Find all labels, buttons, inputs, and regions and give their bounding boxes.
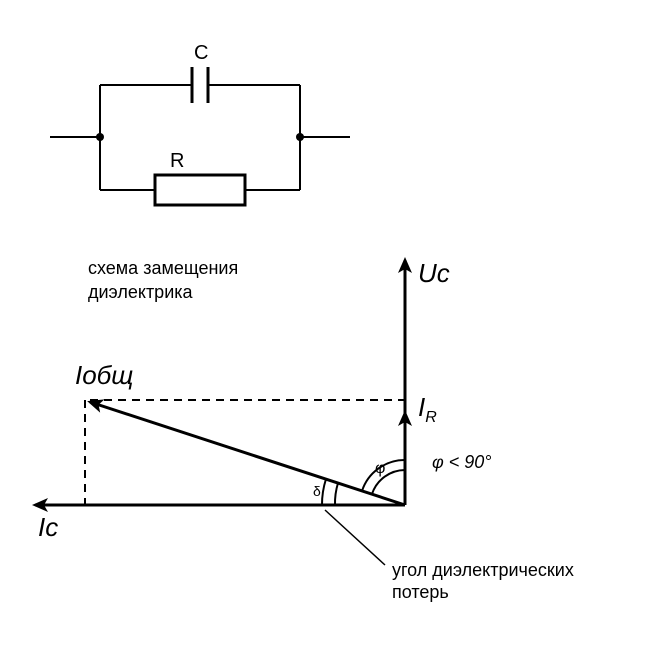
label-R: R [170,150,184,173]
label-Iobsh: Iобщ [75,360,133,391]
caption-line2: диэлектрика [88,282,193,303]
label-IR: IR [418,392,437,427]
arc-delta-inner [322,479,326,505]
label-phi: φ [375,460,385,478]
angle-caption1: угол диэлектрических [392,560,574,581]
circuit [50,67,350,205]
caption-line1: схема замещения [88,258,238,279]
node-right [296,133,304,141]
label-phi-text: φ < 90° [432,452,491,473]
angle-caption2: потерь [392,582,449,603]
phasor-diagram [35,260,405,565]
resistor [155,175,245,205]
label-C: C [194,42,208,65]
node-left [96,133,104,141]
label-Uc: Uc [418,258,450,289]
label-Ic: Ic [38,512,58,543]
diagram-svg [0,0,653,651]
label-delta: δ [313,483,321,499]
arc-delta-outer [335,483,338,505]
vector-Iobsh [90,402,405,505]
pointer-delta [325,510,385,565]
